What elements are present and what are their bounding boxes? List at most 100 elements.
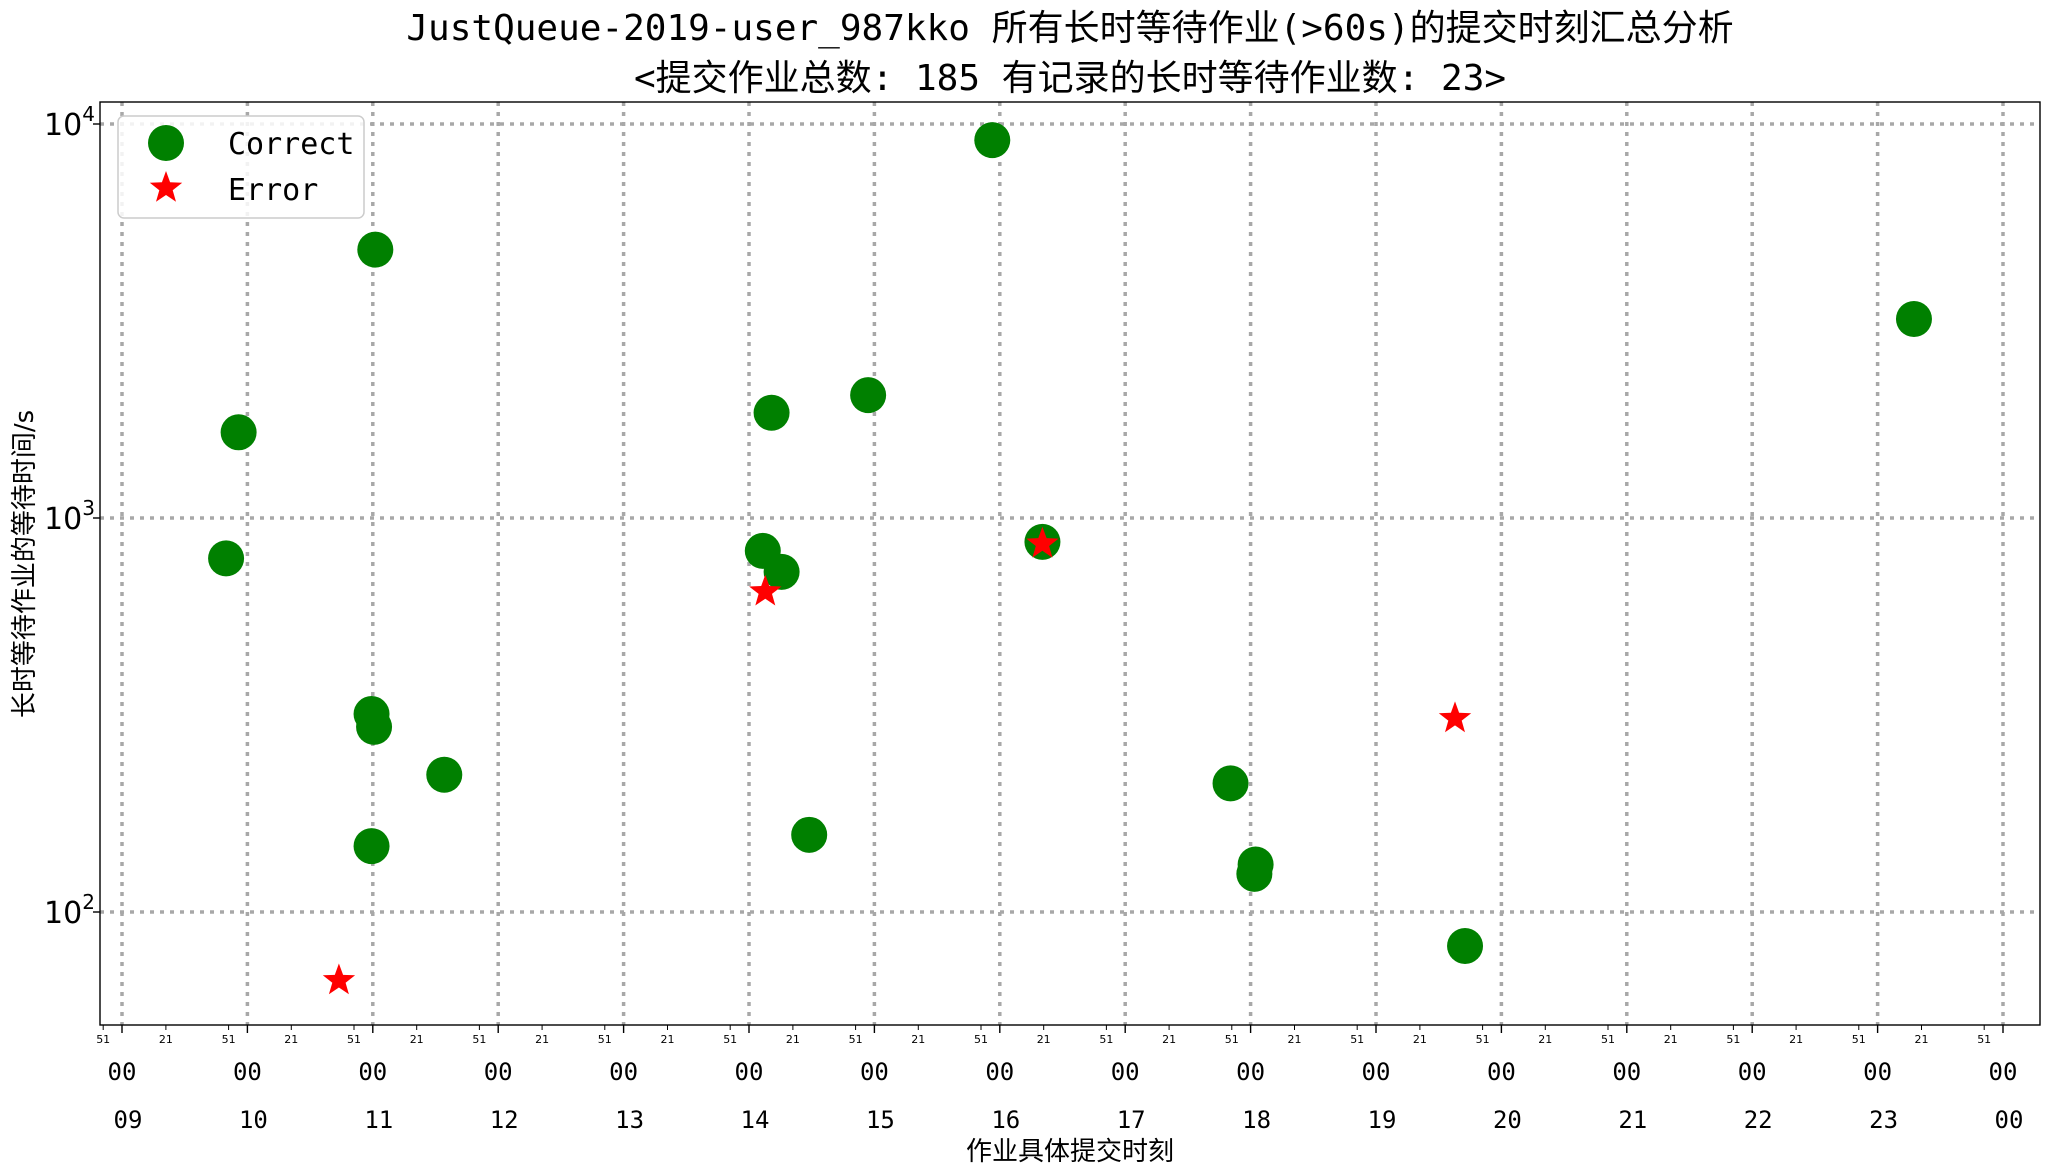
x-major-tick-minute: 00 — [233, 1058, 262, 1086]
legend-correct-marker — [148, 125, 184, 161]
x-major-tick-minute: 00 — [484, 1058, 513, 1086]
x-major-tick-minute: 00 — [860, 1058, 889, 1086]
point-error — [749, 574, 782, 606]
point-correct — [426, 756, 463, 793]
data-points — [208, 122, 1932, 995]
y-tick-label: 104 — [44, 102, 95, 143]
x-minor-tick-label: 21 — [1538, 1033, 1552, 1046]
point-error — [1438, 701, 1472, 733]
x-minor-tick-label: 21 — [535, 1033, 549, 1046]
x-major-tick-minute: 00 — [1612, 1058, 1641, 1086]
x-major-tick-hour: 18 — [1242, 1106, 1271, 1134]
x-minor-tick-label: 51 — [1476, 1033, 1490, 1046]
x-minor-tick-label: 21 — [786, 1033, 800, 1046]
point-correct — [974, 122, 1011, 159]
x-minor-tick-label: 51 — [1852, 1033, 1866, 1046]
point-correct — [850, 377, 887, 414]
x-major-tick-minute: 00 — [1487, 1058, 1516, 1086]
point-correct — [357, 231, 394, 268]
x-minor-tick-label: 51 — [598, 1033, 612, 1046]
x-major-tick-minute: 00 — [1863, 1058, 1892, 1086]
x-major-tick-minute: 00 — [609, 1058, 638, 1086]
point-correct — [353, 828, 390, 865]
x-major-tick-minute: 00 — [1738, 1058, 1767, 1086]
x-minor-tick-label: 21 — [1037, 1033, 1051, 1046]
x-major-tick-hour: 22 — [1744, 1106, 1773, 1134]
x-minor-tick-label: 21 — [1664, 1033, 1678, 1046]
x-minor-tick-label: 21 — [410, 1033, 424, 1046]
x-minor-tick-label: 21 — [1914, 1033, 1928, 1046]
x-minor-tick-label: 51 — [1726, 1033, 1740, 1046]
x-minor-tick-label: 21 — [911, 1033, 925, 1046]
x-axis-ticks: 00 09 00 10 00 11 00 12 00 13 00 14 00 15 00 16 00 17 00 18… — [96, 1025, 2023, 1134]
y-axis-ticks: 102 103 104 — [44, 102, 100, 931]
x-major-tick-hour: 11 — [364, 1106, 393, 1134]
x-major-tick-hour: 17 — [1117, 1106, 1146, 1134]
x-minor-tick-label: 21 — [284, 1033, 298, 1046]
chart-title-line1: JustQueue-2019-user_987kko 所有长时等待作业(>60s… — [406, 8, 1733, 49]
x-minor-tick-label: 51 — [222, 1033, 236, 1046]
x-major-tick-hour: 12 — [490, 1106, 519, 1134]
point-correct — [1447, 927, 1484, 964]
legend-error-label: Error — [228, 173, 318, 208]
x-minor-tick-label: 51 — [472, 1033, 486, 1046]
x-minor-tick-label: 51 — [1099, 1033, 1113, 1046]
x-major-tick-hour: 10 — [239, 1106, 268, 1134]
plot-frame — [99, 101, 2041, 1026]
x-major-tick-minute: 00 — [1362, 1058, 1391, 1086]
x-major-tick-minute: 00 — [1236, 1058, 1265, 1086]
x-minor-tick-label: 51 — [974, 1033, 988, 1046]
x-minor-tick-label: 51 — [849, 1033, 863, 1046]
x-minor-tick-label: 51 — [1350, 1033, 1364, 1046]
x-major-tick-hour: 14 — [741, 1106, 770, 1134]
legend-error-marker — [149, 171, 183, 202]
x-major-tick-hour: 13 — [615, 1106, 644, 1134]
x-major-tick-minute: 00 — [985, 1058, 1014, 1086]
x-major-tick-hour: 19 — [1368, 1106, 1397, 1134]
x-major-tick-hour: 21 — [1618, 1106, 1647, 1134]
point-correct — [208, 540, 245, 577]
x-minor-tick-label: 21 — [1162, 1033, 1176, 1046]
point-error — [1026, 526, 1059, 558]
x-minor-tick-label: 21 — [1287, 1033, 1301, 1046]
y-tick-label: 103 — [44, 496, 95, 537]
point-correct — [791, 816, 828, 853]
y-tick-label: 102 — [44, 890, 95, 931]
point-error — [322, 963, 356, 995]
x-minor-tick-label: 51 — [96, 1033, 110, 1046]
point-correct — [220, 414, 257, 451]
x-minor-tick-label: 21 — [660, 1033, 674, 1046]
x-major-tick-hour: 23 — [1869, 1106, 1898, 1134]
x-axis-label: 作业具体提交时刻 — [966, 1137, 1174, 1167]
point-correct — [1895, 300, 1932, 337]
x-major-tick-hour: 20 — [1493, 1106, 1522, 1134]
legend-correct-label: Correct — [228, 127, 354, 162]
x-minor-tick-label: 51 — [347, 1033, 361, 1046]
x-major-tick-hour: 15 — [866, 1106, 895, 1134]
x-minor-tick-label: 51 — [1601, 1033, 1615, 1046]
x-major-tick-hour: 00 — [1995, 1106, 2024, 1134]
x-minor-tick-label: 21 — [1413, 1033, 1427, 1046]
x-major-tick-hour: 16 — [991, 1106, 1020, 1134]
x-major-tick-minute: 00 — [1111, 1058, 1140, 1086]
grid-lines — [100, 102, 2040, 1025]
x-major-tick-minute: 00 — [358, 1058, 387, 1086]
y-axis-label: 长时等待作业的等待时间/s — [10, 410, 40, 718]
point-correct — [753, 394, 790, 431]
point-correct — [1212, 765, 1249, 802]
x-major-tick-minute: 00 — [1989, 1058, 2018, 1086]
point-correct — [1236, 855, 1273, 892]
x-major-tick-minute: 00 — [735, 1058, 764, 1086]
chart-title-line2: <提交作业总数: 185 有记录的长时等待作业数: 23> — [634, 58, 1506, 99]
x-major-tick-minute: 00 — [108, 1058, 137, 1086]
x-minor-tick-label: 51 — [1225, 1033, 1239, 1046]
x-minor-tick-label: 51 — [1977, 1033, 1991, 1046]
point-correct — [763, 553, 800, 590]
x-minor-tick-label: 21 — [159, 1033, 173, 1046]
x-major-tick-hour: 09 — [114, 1106, 143, 1134]
point-correct — [356, 708, 393, 745]
x-minor-tick-label: 21 — [1789, 1033, 1803, 1046]
x-minor-tick-label: 51 — [723, 1033, 737, 1046]
legend: Correct Error — [117, 115, 365, 219]
